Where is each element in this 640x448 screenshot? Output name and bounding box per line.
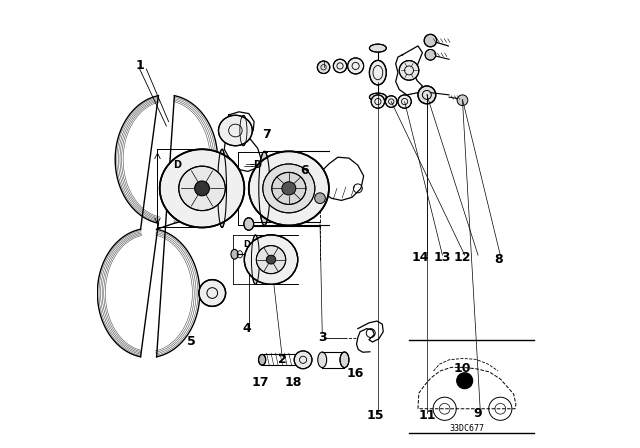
Circle shape <box>457 95 468 106</box>
Text: 10: 10 <box>454 362 471 375</box>
Text: 12: 12 <box>454 251 471 264</box>
Ellipse shape <box>318 352 326 368</box>
Text: 17: 17 <box>251 375 269 388</box>
Ellipse shape <box>218 149 227 228</box>
Circle shape <box>294 351 312 369</box>
Text: 1: 1 <box>135 60 144 73</box>
Circle shape <box>315 193 325 203</box>
Text: 15: 15 <box>367 409 385 422</box>
Text: 2: 2 <box>278 353 287 366</box>
Ellipse shape <box>252 235 259 284</box>
Circle shape <box>348 58 364 74</box>
Circle shape <box>425 49 436 60</box>
Text: 33DC677: 33DC677 <box>449 423 484 433</box>
Text: 4: 4 <box>242 322 251 335</box>
Ellipse shape <box>244 235 298 284</box>
Text: 9: 9 <box>474 407 483 420</box>
Ellipse shape <box>369 60 387 85</box>
Ellipse shape <box>240 115 247 146</box>
Circle shape <box>424 34 436 47</box>
Circle shape <box>371 95 385 108</box>
Ellipse shape <box>244 218 253 230</box>
Text: D: D <box>173 160 181 170</box>
Circle shape <box>418 86 436 104</box>
Text: 16: 16 <box>347 366 364 379</box>
Ellipse shape <box>218 115 252 146</box>
Text: 5: 5 <box>186 336 195 349</box>
Ellipse shape <box>160 149 244 228</box>
Ellipse shape <box>369 93 387 101</box>
Ellipse shape <box>282 182 296 195</box>
Circle shape <box>199 280 226 306</box>
Text: D: D <box>253 160 261 170</box>
Ellipse shape <box>272 172 306 204</box>
Text: 7: 7 <box>262 129 271 142</box>
Circle shape <box>385 96 397 108</box>
Ellipse shape <box>249 151 329 225</box>
Text: 8: 8 <box>494 253 502 266</box>
Ellipse shape <box>259 354 266 365</box>
Text: 3: 3 <box>318 331 326 344</box>
Circle shape <box>317 61 330 73</box>
Text: 6: 6 <box>300 164 308 177</box>
Ellipse shape <box>257 246 285 274</box>
Circle shape <box>333 59 347 73</box>
Ellipse shape <box>259 151 270 225</box>
Text: 13: 13 <box>434 251 451 264</box>
Ellipse shape <box>266 255 276 264</box>
Text: 14: 14 <box>412 251 429 264</box>
Ellipse shape <box>195 181 209 196</box>
Ellipse shape <box>369 44 387 52</box>
Circle shape <box>398 95 412 108</box>
Circle shape <box>457 373 473 389</box>
Ellipse shape <box>340 352 349 368</box>
Ellipse shape <box>231 250 238 259</box>
Text: 11: 11 <box>418 409 436 422</box>
Circle shape <box>399 60 419 80</box>
Text: D: D <box>243 240 250 249</box>
Ellipse shape <box>179 166 225 211</box>
Text: 18: 18 <box>285 375 302 388</box>
Ellipse shape <box>263 164 315 213</box>
